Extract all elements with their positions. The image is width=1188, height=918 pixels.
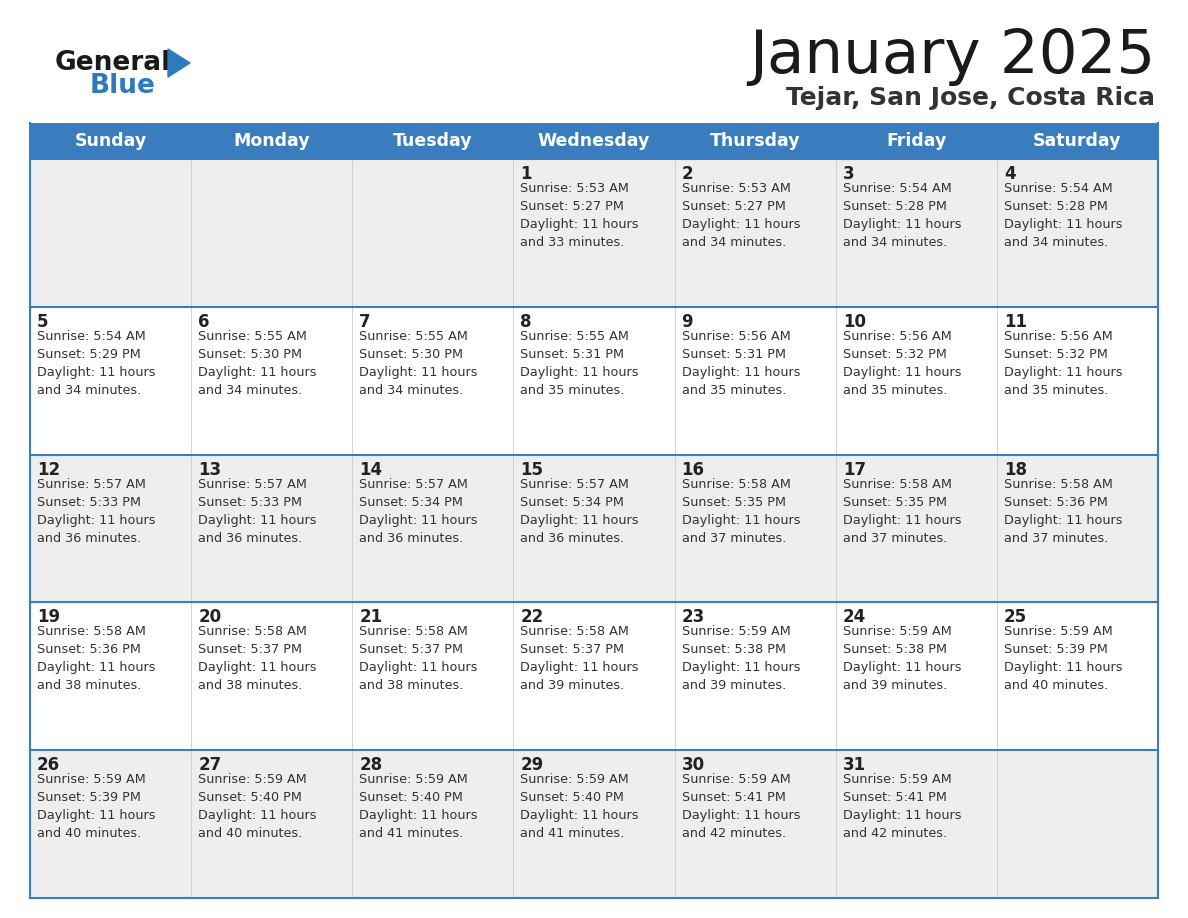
Text: 25: 25 <box>1004 609 1026 626</box>
Text: 22: 22 <box>520 609 544 626</box>
Text: 13: 13 <box>198 461 221 478</box>
Text: Sunrise: 5:59 AM
Sunset: 5:40 PM
Daylight: 11 hours
and 40 minutes.: Sunrise: 5:59 AM Sunset: 5:40 PM Dayligh… <box>198 773 317 840</box>
Text: Sunrise: 5:56 AM
Sunset: 5:32 PM
Daylight: 11 hours
and 35 minutes.: Sunrise: 5:56 AM Sunset: 5:32 PM Dayligh… <box>1004 330 1123 397</box>
Text: Sunrise: 5:58 AM
Sunset: 5:37 PM
Daylight: 11 hours
and 38 minutes.: Sunrise: 5:58 AM Sunset: 5:37 PM Dayligh… <box>359 625 478 692</box>
Text: Sunrise: 5:56 AM
Sunset: 5:32 PM
Daylight: 11 hours
and 35 minutes.: Sunrise: 5:56 AM Sunset: 5:32 PM Dayligh… <box>842 330 961 397</box>
Text: 23: 23 <box>682 609 704 626</box>
Text: 5: 5 <box>37 313 49 330</box>
Text: 16: 16 <box>682 461 704 478</box>
Text: Sunrise: 5:59 AM
Sunset: 5:38 PM
Daylight: 11 hours
and 39 minutes.: Sunrise: 5:59 AM Sunset: 5:38 PM Dayligh… <box>682 625 800 692</box>
Text: 19: 19 <box>37 609 61 626</box>
Text: 2: 2 <box>682 165 693 183</box>
Text: 1: 1 <box>520 165 532 183</box>
Text: 4: 4 <box>1004 165 1016 183</box>
Text: Sunrise: 5:57 AM
Sunset: 5:34 PM
Daylight: 11 hours
and 36 minutes.: Sunrise: 5:57 AM Sunset: 5:34 PM Dayligh… <box>359 477 478 544</box>
Text: 30: 30 <box>682 756 704 774</box>
Text: Sunrise: 5:57 AM
Sunset: 5:33 PM
Daylight: 11 hours
and 36 minutes.: Sunrise: 5:57 AM Sunset: 5:33 PM Dayligh… <box>37 477 156 544</box>
Text: 24: 24 <box>842 609 866 626</box>
Text: Sunrise: 5:54 AM
Sunset: 5:28 PM
Daylight: 11 hours
and 34 minutes.: Sunrise: 5:54 AM Sunset: 5:28 PM Dayligh… <box>842 182 961 249</box>
Text: January 2025: January 2025 <box>748 27 1155 85</box>
Text: Sunrise: 5:54 AM
Sunset: 5:29 PM
Daylight: 11 hours
and 34 minutes.: Sunrise: 5:54 AM Sunset: 5:29 PM Dayligh… <box>37 330 156 397</box>
Text: 12: 12 <box>37 461 61 478</box>
Text: 8: 8 <box>520 313 532 330</box>
Polygon shape <box>168 49 190 77</box>
Text: Sunrise: 5:59 AM
Sunset: 5:39 PM
Daylight: 11 hours
and 40 minutes.: Sunrise: 5:59 AM Sunset: 5:39 PM Dayligh… <box>37 773 156 840</box>
Text: Sunrise: 5:58 AM
Sunset: 5:36 PM
Daylight: 11 hours
and 37 minutes.: Sunrise: 5:58 AM Sunset: 5:36 PM Dayligh… <box>1004 477 1123 544</box>
Text: Sunrise: 5:59 AM
Sunset: 5:40 PM
Daylight: 11 hours
and 41 minutes.: Sunrise: 5:59 AM Sunset: 5:40 PM Dayligh… <box>359 773 478 840</box>
Text: Thursday: Thursday <box>710 132 801 150</box>
Text: 6: 6 <box>198 313 209 330</box>
Text: Sunrise: 5:58 AM
Sunset: 5:35 PM
Daylight: 11 hours
and 37 minutes.: Sunrise: 5:58 AM Sunset: 5:35 PM Dayligh… <box>842 477 961 544</box>
Text: 31: 31 <box>842 756 866 774</box>
Text: 7: 7 <box>359 313 371 330</box>
Text: Sunrise: 5:55 AM
Sunset: 5:30 PM
Daylight: 11 hours
and 34 minutes.: Sunrise: 5:55 AM Sunset: 5:30 PM Dayligh… <box>359 330 478 397</box>
Text: Sunrise: 5:53 AM
Sunset: 5:27 PM
Daylight: 11 hours
and 34 minutes.: Sunrise: 5:53 AM Sunset: 5:27 PM Dayligh… <box>682 182 800 249</box>
Bar <box>30 602 1158 750</box>
Text: 29: 29 <box>520 756 544 774</box>
Text: 28: 28 <box>359 756 383 774</box>
Text: 21: 21 <box>359 609 383 626</box>
Text: Sunrise: 5:59 AM
Sunset: 5:40 PM
Daylight: 11 hours
and 41 minutes.: Sunrise: 5:59 AM Sunset: 5:40 PM Dayligh… <box>520 773 639 840</box>
Text: Saturday: Saturday <box>1034 132 1121 150</box>
Text: Sunrise: 5:55 AM
Sunset: 5:30 PM
Daylight: 11 hours
and 34 minutes.: Sunrise: 5:55 AM Sunset: 5:30 PM Dayligh… <box>198 330 317 397</box>
Text: Sunrise: 5:59 AM
Sunset: 5:41 PM
Daylight: 11 hours
and 42 minutes.: Sunrise: 5:59 AM Sunset: 5:41 PM Dayligh… <box>682 773 800 840</box>
Text: 3: 3 <box>842 165 854 183</box>
Text: Sunrise: 5:59 AM
Sunset: 5:41 PM
Daylight: 11 hours
and 42 minutes.: Sunrise: 5:59 AM Sunset: 5:41 PM Dayligh… <box>842 773 961 840</box>
Text: Sunrise: 5:58 AM
Sunset: 5:35 PM
Daylight: 11 hours
and 37 minutes.: Sunrise: 5:58 AM Sunset: 5:35 PM Dayligh… <box>682 477 800 544</box>
Text: General: General <box>55 50 171 76</box>
Text: Sunrise: 5:58 AM
Sunset: 5:36 PM
Daylight: 11 hours
and 38 minutes.: Sunrise: 5:58 AM Sunset: 5:36 PM Dayligh… <box>37 625 156 692</box>
Bar <box>30 159 1158 307</box>
Text: Monday: Monday <box>233 132 310 150</box>
Text: Sunrise: 5:54 AM
Sunset: 5:28 PM
Daylight: 11 hours
and 34 minutes.: Sunrise: 5:54 AM Sunset: 5:28 PM Dayligh… <box>1004 182 1123 249</box>
Text: 15: 15 <box>520 461 543 478</box>
Text: Tuesday: Tuesday <box>393 132 473 150</box>
Text: Wednesday: Wednesday <box>538 132 650 150</box>
Text: Friday: Friday <box>886 132 947 150</box>
Text: Sunrise: 5:58 AM
Sunset: 5:37 PM
Daylight: 11 hours
and 38 minutes.: Sunrise: 5:58 AM Sunset: 5:37 PM Dayligh… <box>198 625 317 692</box>
Bar <box>30 307 1158 454</box>
Text: Blue: Blue <box>90 73 156 99</box>
Text: Sunrise: 5:56 AM
Sunset: 5:31 PM
Daylight: 11 hours
and 35 minutes.: Sunrise: 5:56 AM Sunset: 5:31 PM Dayligh… <box>682 330 800 397</box>
Text: Sunrise: 5:59 AM
Sunset: 5:38 PM
Daylight: 11 hours
and 39 minutes.: Sunrise: 5:59 AM Sunset: 5:38 PM Dayligh… <box>842 625 961 692</box>
Text: 9: 9 <box>682 313 693 330</box>
Text: Sunday: Sunday <box>75 132 146 150</box>
Text: Sunrise: 5:59 AM
Sunset: 5:39 PM
Daylight: 11 hours
and 40 minutes.: Sunrise: 5:59 AM Sunset: 5:39 PM Dayligh… <box>1004 625 1123 692</box>
Text: 20: 20 <box>198 609 221 626</box>
Bar <box>30 750 1158 898</box>
Text: 14: 14 <box>359 461 383 478</box>
Text: 18: 18 <box>1004 461 1026 478</box>
Text: Sunrise: 5:58 AM
Sunset: 5:37 PM
Daylight: 11 hours
and 39 minutes.: Sunrise: 5:58 AM Sunset: 5:37 PM Dayligh… <box>520 625 639 692</box>
Text: 26: 26 <box>37 756 61 774</box>
Text: Sunrise: 5:55 AM
Sunset: 5:31 PM
Daylight: 11 hours
and 35 minutes.: Sunrise: 5:55 AM Sunset: 5:31 PM Dayligh… <box>520 330 639 397</box>
Text: 11: 11 <box>1004 313 1026 330</box>
Text: 17: 17 <box>842 461 866 478</box>
Text: Sunrise: 5:57 AM
Sunset: 5:34 PM
Daylight: 11 hours
and 36 minutes.: Sunrise: 5:57 AM Sunset: 5:34 PM Dayligh… <box>520 477 639 544</box>
Text: Tejar, San Jose, Costa Rica: Tejar, San Jose, Costa Rica <box>786 86 1155 110</box>
Text: Sunrise: 5:57 AM
Sunset: 5:33 PM
Daylight: 11 hours
and 36 minutes.: Sunrise: 5:57 AM Sunset: 5:33 PM Dayligh… <box>198 477 317 544</box>
Bar <box>30 123 1158 159</box>
Text: 27: 27 <box>198 756 221 774</box>
Text: 10: 10 <box>842 313 866 330</box>
Bar <box>30 454 1158 602</box>
Text: Sunrise: 5:53 AM
Sunset: 5:27 PM
Daylight: 11 hours
and 33 minutes.: Sunrise: 5:53 AM Sunset: 5:27 PM Dayligh… <box>520 182 639 249</box>
